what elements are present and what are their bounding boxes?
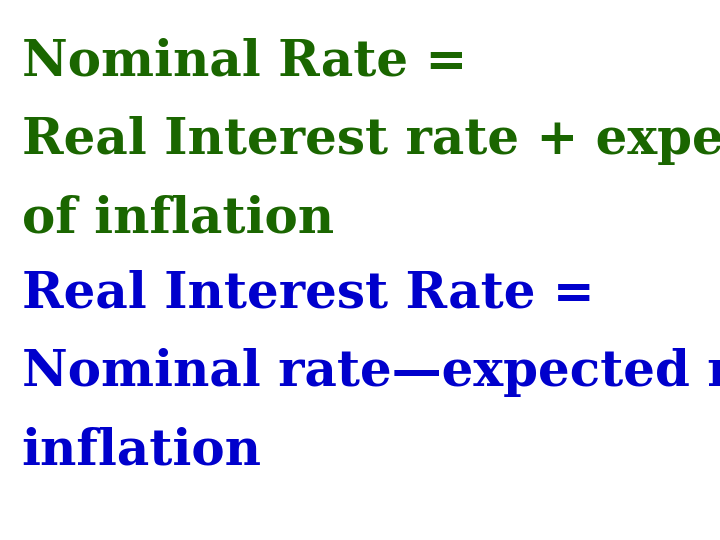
Text: Real Interest rate + expected rate: Real Interest rate + expected rate: [22, 116, 720, 165]
Text: Nominal rate—expected rate of: Nominal rate—expected rate of: [22, 348, 720, 397]
Text: Nominal Rate =: Nominal Rate =: [22, 38, 467, 87]
Text: Real Interest Rate =: Real Interest Rate =: [22, 270, 594, 319]
Text: inflation: inflation: [22, 427, 261, 476]
Text: of inflation: of inflation: [22, 194, 334, 244]
